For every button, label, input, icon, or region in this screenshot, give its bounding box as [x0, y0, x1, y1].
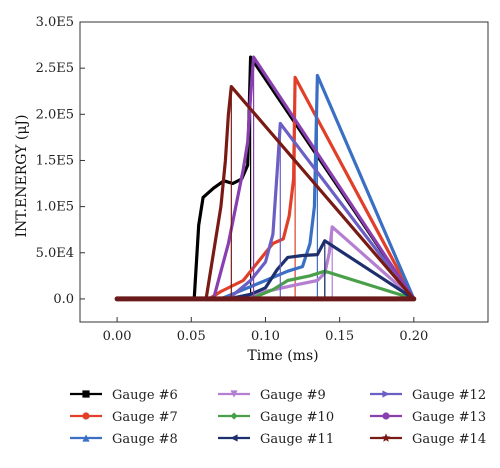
x-axis-ticks: 0.00 0.05 0.10 0.15 0.20 [103, 317, 428, 344]
legend-marker [230, 434, 238, 442]
plot-frame [79, 21, 489, 323]
legend-marker [82, 390, 90, 398]
x-tick-label: 0.00 [103, 329, 132, 344]
legend: Gauge #6 Gauge #7 Gauge #8 Gauge #9 Gauge #1… [70, 388, 486, 447]
y-tick-label: 1.0E5 [36, 200, 74, 215]
y-tick-label: 2.0E5 [36, 107, 74, 122]
legend-marker [82, 412, 90, 420]
legend-label: Gauge #13 [412, 410, 486, 425]
series-gauge-8 [117, 73, 416, 301]
legend-label: Gauge #6 [112, 388, 178, 403]
series-gauge-7 [117, 75, 416, 301]
series-line [117, 55, 416, 301]
legend-item: Gauge #7 [70, 410, 178, 425]
series-line [117, 75, 416, 301]
x-axis-title: Time (ms) [247, 348, 318, 364]
series-gauge-14 [117, 85, 416, 301]
series-gauge-12 [117, 121, 416, 301]
y-axis-title: INT.ENERGY (μJ) [14, 114, 30, 237]
x-tick-label: 0.15 [325, 329, 354, 344]
legend-label: Gauge #11 [260, 432, 334, 447]
legend-label: Gauge #7 [112, 410, 178, 425]
legend-label: Gauge #12 [412, 388, 486, 403]
x-tick-label: 0.05 [177, 329, 206, 344]
y-tick-label: 0.0 [53, 292, 74, 307]
legend-item: Gauge #12 [370, 388, 486, 403]
legend-label: Gauge #9 [260, 388, 326, 403]
legend-marker [381, 433, 391, 442]
y-tick-label: 1.5E5 [36, 153, 74, 168]
y-tick-label: 3.0E5 [36, 15, 74, 30]
legend-label: Gauge #14 [412, 432, 486, 447]
legend-item: Gauge #9 [218, 388, 326, 403]
plot-frame-rect [79, 21, 489, 323]
x-tick-label: 0.10 [251, 329, 280, 344]
legend-marker [230, 390, 238, 398]
series-lines [114, 55, 417, 302]
x-tick-label: 0.20 [399, 329, 428, 344]
legend-item: Gauge #6 [70, 388, 178, 403]
legend-marker [382, 412, 390, 420]
legend-marker [82, 434, 90, 442]
legend-marker [382, 390, 390, 398]
series-line [117, 73, 416, 301]
y-axis-ticks: 0.0 5.0E4 1.0E5 1.5E5 2.0E5 2.5E5 3.0E5 [36, 15, 85, 307]
legend-item: Gauge #11 [218, 432, 334, 447]
series-gauge-13 [117, 55, 416, 301]
legend-item: Gauge #13 [370, 410, 486, 425]
legend-label: Gauge #10 [260, 410, 334, 425]
legend-label: Gauge #8 [112, 432, 178, 447]
y-tick-label: 5.0E4 [36, 246, 74, 261]
legend-item: Gauge #14 [370, 432, 486, 447]
legend-marker [230, 412, 238, 420]
series-line [117, 121, 416, 301]
y-tick-label: 2.5E5 [36, 61, 74, 76]
legend-item: Gauge #10 [218, 410, 334, 425]
legend-item: Gauge #8 [70, 432, 178, 447]
